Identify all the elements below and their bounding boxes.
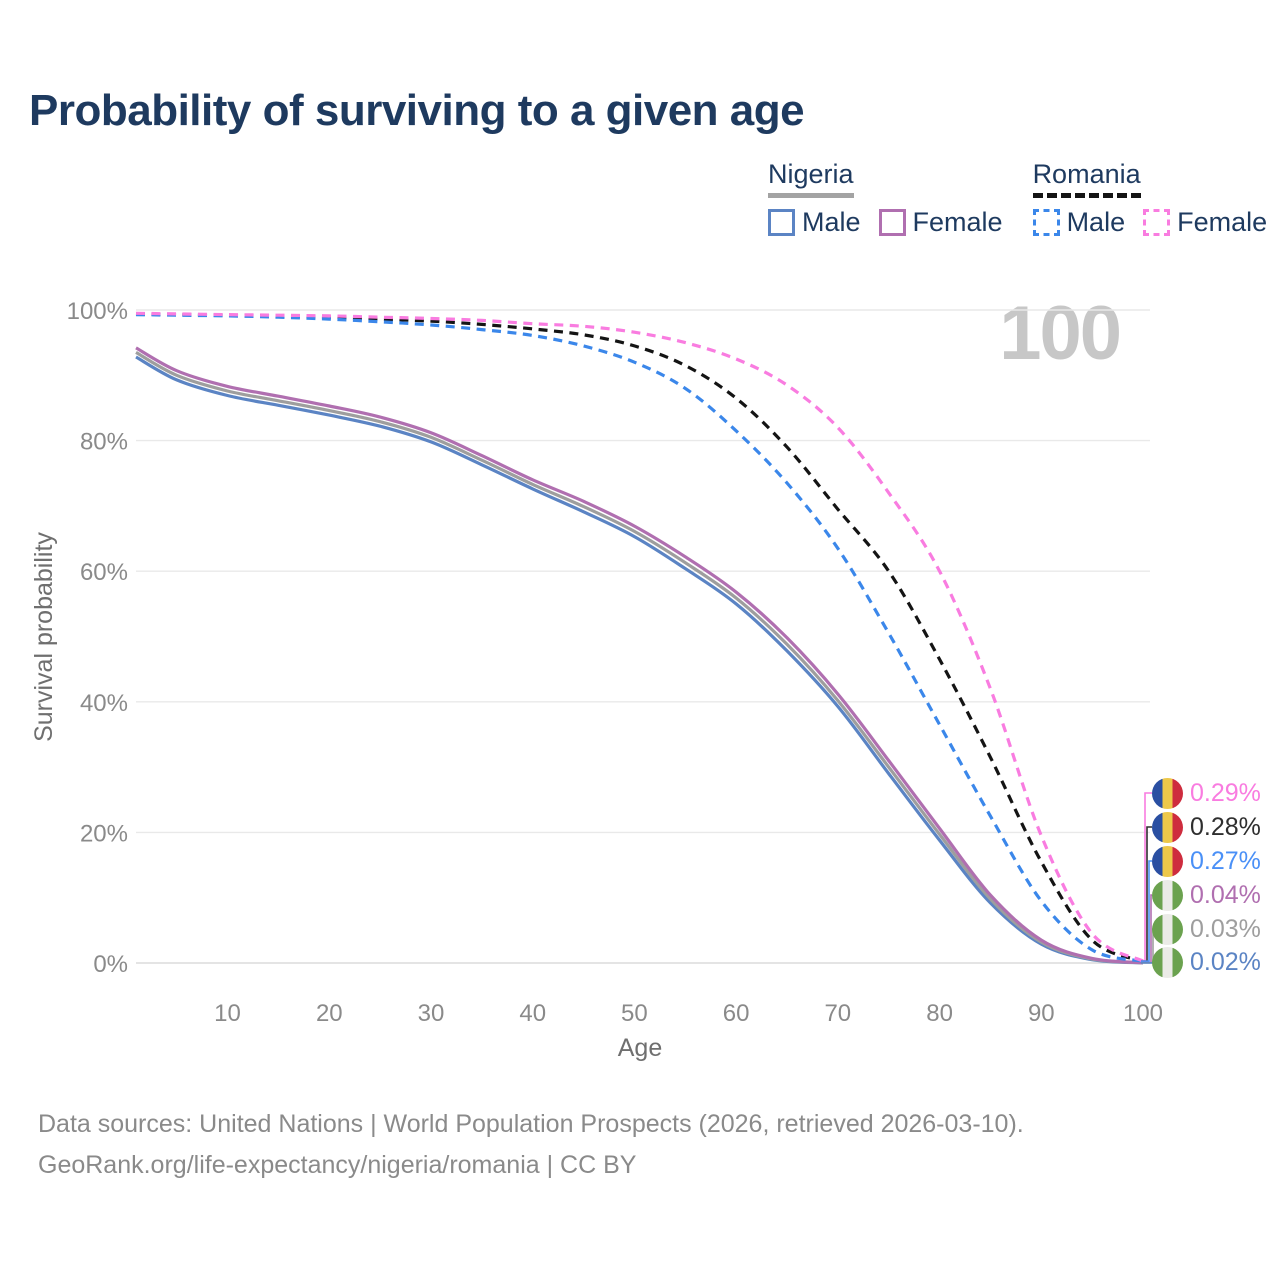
page-title: Probability of surviving to a given age <box>29 86 805 135</box>
x-tick-label: 70 <box>824 1000 851 1027</box>
romania-flag-icon <box>1152 811 1183 843</box>
nigeria-male-swatch-icon <box>768 208 795 236</box>
legend-label-romania-female: Female <box>1177 206 1268 237</box>
end-value-row: 0.28% <box>1152 811 1261 843</box>
nigeria-flag-icon <box>1152 946 1183 978</box>
end-value-row: 0.03% <box>1152 913 1261 945</box>
x-tick-label: 60 <box>723 1000 750 1027</box>
legend-group-romania: Romania Male Female <box>1032 159 1267 238</box>
romania-male-swatch-icon <box>1032 208 1060 236</box>
legend-label-nigeria-male: Male <box>802 206 861 237</box>
nigeria-flag-icon <box>1152 913 1183 945</box>
x-axis-title: Age <box>618 1034 662 1062</box>
end-value-row: 0.27% <box>1152 845 1261 877</box>
legend-item-romania-male[interactable]: Male <box>1032 206 1126 238</box>
romania-female-swatch-icon <box>1143 208 1171 236</box>
series-line-nigeria-female[interactable] <box>135 346 1144 965</box>
footer: Data sources: United Nations | World Pop… <box>38 1104 1024 1186</box>
series-line-romania-female[interactable] <box>135 311 1144 963</box>
end-value-row: 0.02% <box>1152 946 1261 978</box>
y-tick-label: 20% <box>80 820 128 847</box>
x-tick-label: 30 <box>418 1000 445 1027</box>
y-tick-label: 100% <box>67 298 128 325</box>
end-value-label: 0.29% <box>1190 778 1261 807</box>
series-line-romania-both[interactable] <box>135 312 1144 963</box>
y-tick-label: 40% <box>80 690 128 717</box>
legend: Nigeria Male Female Romania Male Female <box>768 159 1267 238</box>
legend-item-nigeria-male[interactable]: Male <box>768 207 861 238</box>
x-tick-label: 100 <box>1123 1000 1163 1027</box>
end-value-label: 0.02% <box>1190 947 1261 976</box>
legend-items-nigeria: Male Female <box>768 207 1003 238</box>
series-line-nigeria-male[interactable] <box>135 355 1144 965</box>
legend-group-nigeria: Nigeria Male Female <box>768 159 1003 238</box>
end-value-label: 0.27% <box>1190 846 1261 875</box>
x-tick-label: 20 <box>316 1000 343 1027</box>
y-tick-label: 0% <box>93 951 128 978</box>
legend-items-romania: Male Female <box>1032 206 1267 238</box>
x-tick-label: 10 <box>214 1000 241 1027</box>
legend-item-nigeria-female[interactable]: Female <box>878 206 1003 238</box>
y-tick-label: 80% <box>80 429 128 456</box>
romania-flag-icon <box>1152 777 1183 809</box>
end-label-connector <box>1141 860 1152 962</box>
end-value-label: 0.28% <box>1190 812 1261 841</box>
x-tick-label: 90 <box>1028 1000 1055 1027</box>
series-line-romania-male[interactable] <box>135 313 1144 963</box>
x-tick-label: 50 <box>621 1000 648 1027</box>
x-tick-label: 80 <box>926 1000 953 1027</box>
nigeria-flag-icon <box>1152 879 1183 911</box>
footer-sources: Data sources: United Nations | World Pop… <box>38 1110 1024 1138</box>
legend-item-romania-female[interactable]: Female <box>1143 207 1267 238</box>
series-line-nigeria-both[interactable] <box>135 351 1144 965</box>
legend-label-romania-male: Male <box>1066 206 1126 237</box>
x-tick-label: 40 <box>519 1000 546 1027</box>
end-value-row: 0.29% <box>1152 777 1261 809</box>
end-value-row: 0.04% <box>1152 879 1261 911</box>
footer-link[interactable]: GeoRank.org/life-expectancy/nigeria/roma… <box>38 1151 637 1179</box>
legend-title-nigeria[interactable]: Nigeria <box>768 159 854 198</box>
age-watermark: 100 <box>999 291 1122 376</box>
nigeria-female-swatch-icon <box>878 208 906 236</box>
y-tick-label: 60% <box>80 559 128 586</box>
end-value-label: 0.03% <box>1190 914 1261 943</box>
legend-title-romania[interactable]: Romania <box>1032 159 1141 198</box>
end-value-label: 0.04% <box>1190 880 1261 909</box>
romania-flag-icon <box>1152 845 1183 877</box>
legend-label-nigeria-female: Female <box>912 206 1003 237</box>
y-axis-title: Survival probability <box>30 532 58 742</box>
